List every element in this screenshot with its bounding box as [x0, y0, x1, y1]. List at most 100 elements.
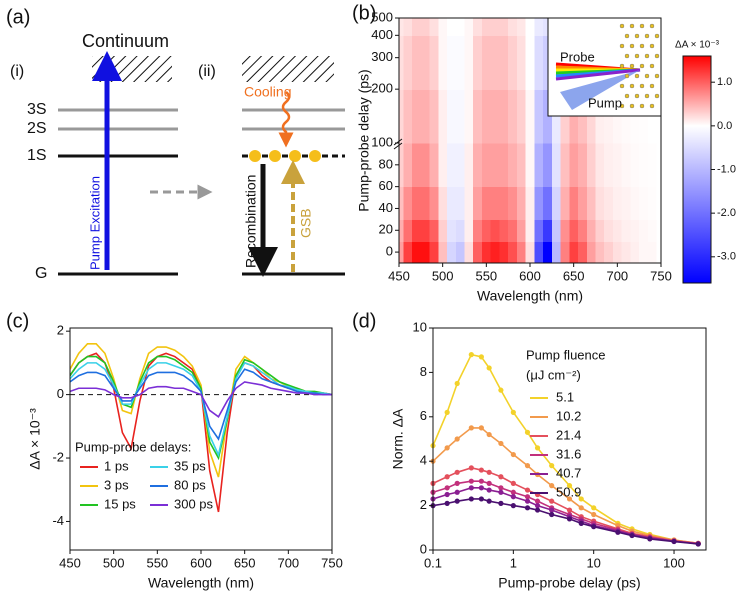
heat-cell: [447, 89, 457, 144]
x-tick-label: 450: [388, 268, 410, 283]
heat-cell: [586, 241, 597, 264]
heat-cell: [399, 186, 404, 220]
y-tick-label: 4: [420, 453, 427, 468]
series-line: [70, 343, 332, 478]
heat-cell: [473, 35, 483, 90]
scheme-label: (ii): [198, 63, 216, 80]
inset-label: Probe: [560, 49, 595, 64]
lattice-atom: [654, 53, 660, 59]
heat-cell: [447, 241, 457, 264]
heat-cell: [621, 241, 632, 264]
heat-cell: [656, 219, 662, 242]
y-axis-label: Norm. ΔA: [390, 408, 406, 469]
y-tick-label: 40: [379, 200, 393, 215]
scheme-label: (i): [10, 63, 24, 80]
legend-label: 3 ps: [104, 477, 129, 492]
legend-label: 40.7: [556, 465, 581, 480]
heat-cell: [438, 89, 448, 144]
legend-label: 50.9: [556, 484, 581, 499]
y-tick-label: 200: [371, 81, 393, 96]
heat-cell: [438, 143, 448, 188]
heat-cell: [630, 241, 640, 264]
heat-cell: [455, 18, 466, 36]
lattice-atom: [624, 93, 630, 99]
heat-cell: [438, 186, 448, 220]
heat-cell: [656, 241, 662, 264]
heat-cell: [420, 143, 431, 188]
heat-cell: [499, 89, 509, 144]
x-tick-label: 1: [510, 555, 517, 570]
heat-cell: [490, 143, 501, 188]
heat-cell: [534, 18, 544, 36]
heat-cell: [412, 89, 422, 144]
heat-cell: [481, 143, 492, 188]
heat-cell: [612, 241, 623, 264]
heat-cell: [647, 219, 658, 242]
heat-cell: [420, 241, 431, 264]
heat-cell: [490, 18, 501, 36]
heat-cell: [438, 35, 448, 90]
heat-cell: [399, 89, 404, 144]
lattice-atom: [644, 53, 650, 59]
heat-cell: [586, 143, 597, 188]
lattice-atom: [634, 33, 640, 39]
heat-cell: [447, 186, 457, 220]
x-tick-label: 450: [59, 555, 81, 570]
colorbar-tick-label: -1.0: [717, 163, 736, 175]
heat-cell: [560, 241, 570, 264]
x-axis-label: Wavelength (nm): [477, 288, 583, 304]
heat-cell: [578, 219, 588, 242]
x-tick-label: 500: [432, 268, 454, 283]
heat-cell: [447, 143, 457, 188]
legend-label: 1 ps: [104, 458, 129, 473]
legend-title: Pump fluence: [526, 347, 606, 362]
heat-cell: [586, 186, 597, 220]
colorbar-tick-label: -3.0: [717, 251, 736, 263]
heat-cell: [447, 219, 457, 242]
heat-cell: [621, 186, 632, 220]
legend-label: 300 ps: [174, 496, 214, 511]
heat-cell: [569, 219, 579, 242]
heat-cell: [399, 35, 404, 90]
heat-cell: [420, 219, 431, 242]
heat-cell: [630, 219, 640, 242]
heat-cell: [516, 89, 527, 144]
lattice-atom: [644, 73, 650, 79]
heat-cell: [516, 35, 527, 90]
heat-cell: [621, 219, 632, 242]
lattice-atom: [649, 43, 655, 49]
heat-cell: [595, 186, 605, 220]
heat-cell: [543, 143, 553, 188]
lattice-atom: [644, 93, 650, 99]
heat-cell: [455, 35, 466, 90]
continuum-hatch: [92, 56, 172, 82]
heat-cell: [499, 35, 509, 90]
colorbar-tick-label: 0.0: [717, 120, 732, 132]
heat-cell: [412, 143, 422, 188]
heat-cell: [525, 186, 535, 220]
heat-cell: [499, 186, 509, 220]
lattice-atom: [624, 53, 630, 59]
x-tick-label: 100: [663, 555, 685, 570]
lattice-atom: [629, 63, 635, 69]
heat-cell: [612, 143, 623, 188]
level-label: 1S: [27, 147, 47, 164]
heat-cell: [525, 241, 535, 264]
legend-title: (μJ cm⁻²): [526, 367, 581, 382]
heat-cell: [403, 186, 413, 220]
x-axis-label: Wavelength (nm): [148, 575, 254, 591]
heat-cell: [604, 186, 614, 220]
y-tick-label: -2: [52, 449, 64, 464]
heat-cell: [490, 35, 501, 90]
y-tick-label: 6: [420, 408, 427, 423]
heat-cell: [534, 35, 544, 90]
carriers: [249, 150, 321, 162]
x-tick-label: 700: [606, 268, 628, 283]
heat-cell: [429, 186, 439, 220]
lattice-atom: [619, 63, 625, 69]
heat-cell: [481, 186, 492, 220]
heat-cell: [399, 143, 404, 188]
lattice-atom: [624, 33, 630, 39]
inset-label: Pump: [588, 95, 622, 110]
